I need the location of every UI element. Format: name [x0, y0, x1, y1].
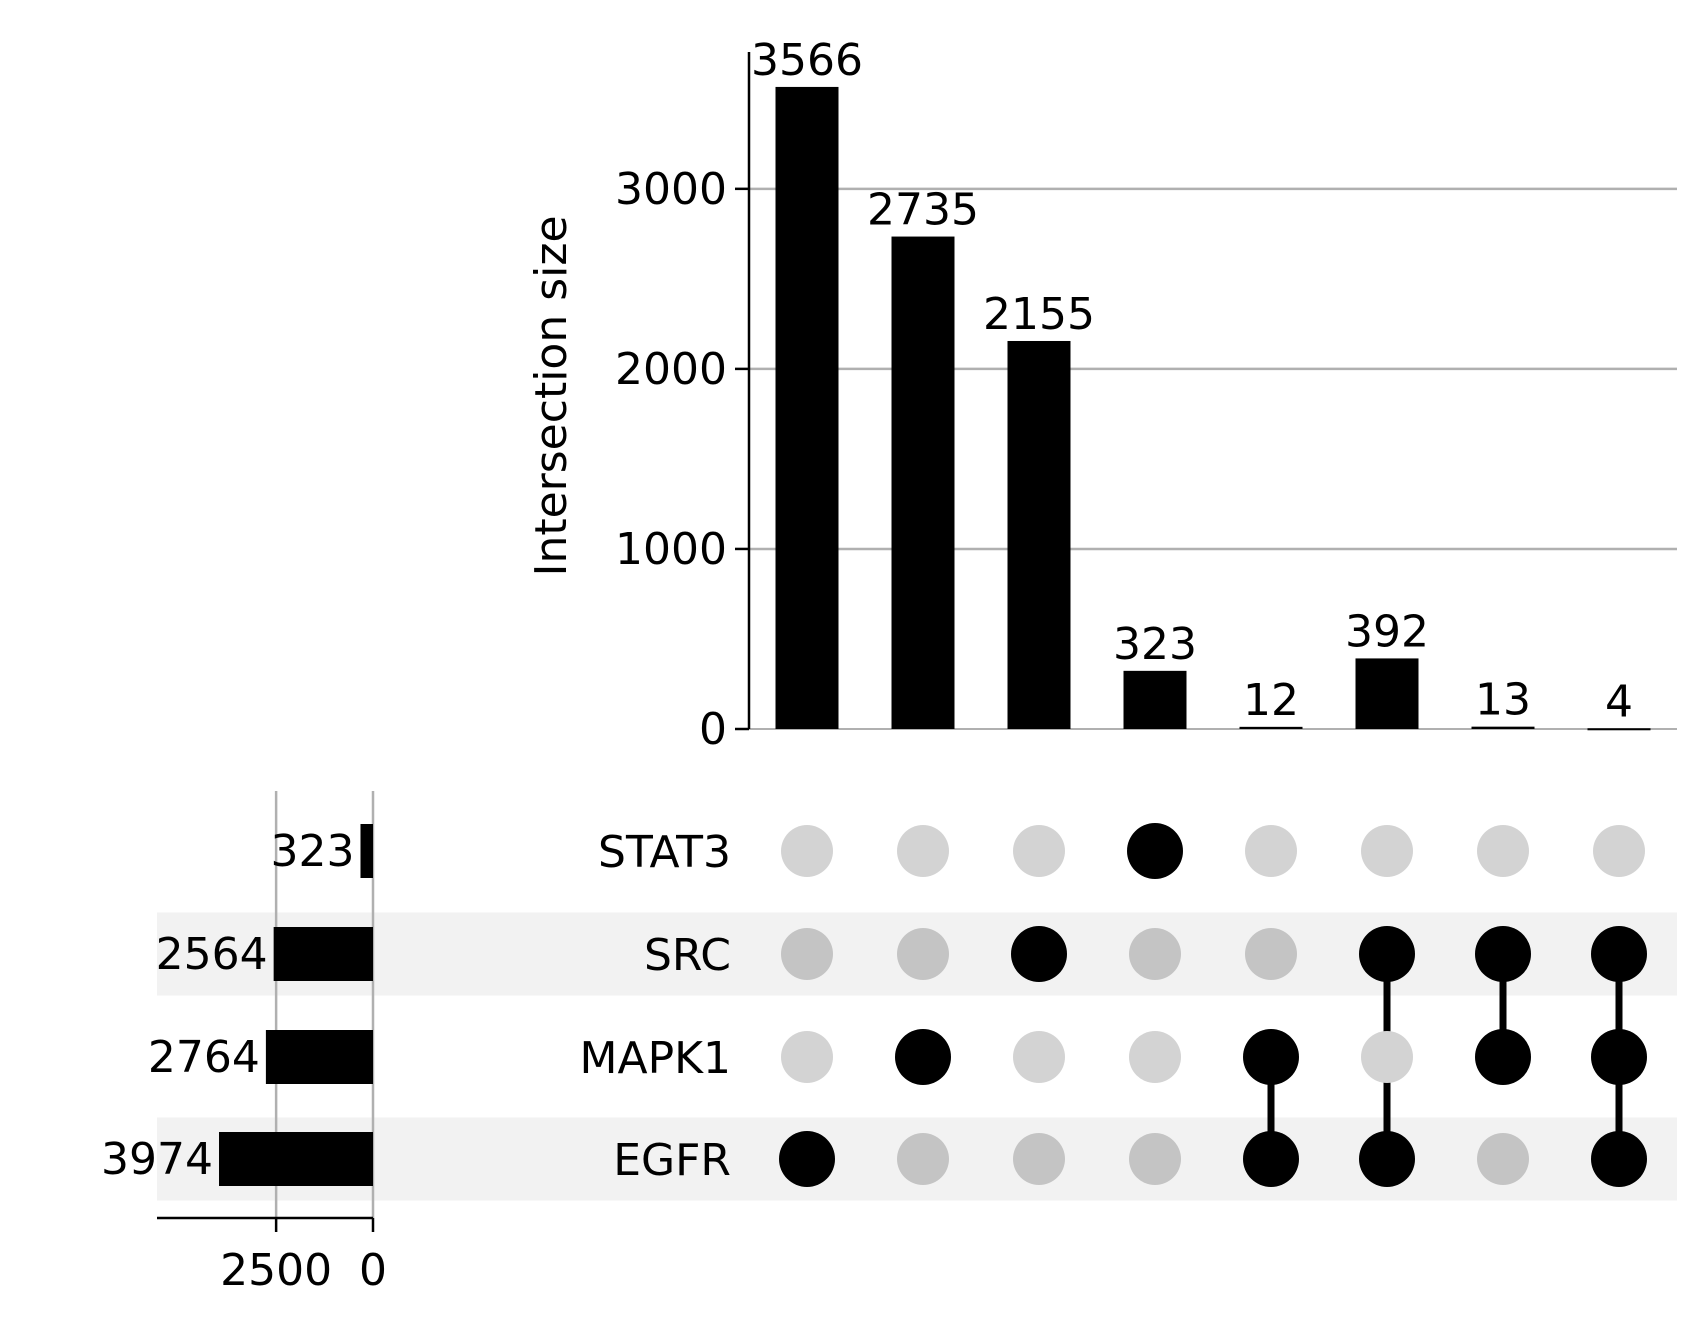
matrix-dot-active [1243, 1131, 1299, 1187]
intersection-bar [775, 86, 839, 730]
set-label-stat3: STAT3 [598, 827, 731, 878]
intersection-bar-label: 4 [1605, 676, 1633, 727]
set-size-label: 2564 [156, 929, 268, 980]
matrix-dot-inactive [1477, 1133, 1529, 1185]
intersection-bar [891, 236, 955, 730]
matrix-dot-active [1591, 1131, 1647, 1187]
membership-matrix [779, 823, 1647, 1187]
matrix-dot-active [1591, 926, 1647, 982]
intersection-bars: 3566 2735 2155 323 12 392 13 4 [751, 35, 1651, 731]
matrix-dot-inactive [1013, 1133, 1065, 1185]
set-size-bar [219, 1132, 373, 1186]
matrix-dot-active [1359, 926, 1415, 982]
matrix-dot-inactive [1013, 825, 1065, 877]
intersection-bar-label: 12 [1243, 675, 1299, 726]
set-label-egfr: EGFR [613, 1135, 731, 1186]
matrix-dot-active [779, 1131, 835, 1187]
gridlines [274, 187, 1677, 1218]
y-tick-label: 1000 [615, 524, 727, 575]
matrix-dot-inactive [1361, 1031, 1413, 1083]
intersection-bar-label: 3566 [751, 35, 863, 86]
matrix-dot-inactive [1129, 1031, 1181, 1083]
matrix-dot-inactive [1245, 928, 1297, 980]
set-labels: STAT3 SRC MAPK1 EGFR [580, 827, 731, 1186]
matrix-dot-active [895, 1029, 951, 1085]
set-label-mapk1: MAPK1 [580, 1033, 731, 1084]
matrix-dot-inactive [897, 825, 949, 877]
matrix-dot-inactive [1361, 825, 1413, 877]
matrix-dot-inactive [897, 1133, 949, 1185]
intersection-bar-label: 392 [1345, 606, 1429, 657]
matrix-dot-inactive [1245, 825, 1297, 877]
y-tick-label: 3000 [615, 164, 727, 215]
intersection-bar [1471, 726, 1535, 729]
matrix-dot-active [1359, 1131, 1415, 1187]
set-size-bars: 323 2564 2764 3974 [101, 824, 373, 1186]
intersection-axis-title: Intersection size [526, 215, 577, 576]
intersection-bar-label: 2155 [983, 289, 1095, 340]
y-tick-label: 2000 [615, 344, 727, 395]
intersection-bar-label: 323 [1113, 619, 1197, 670]
matrix-dot-active [1243, 1029, 1299, 1085]
x-tick-label: 0 [359, 1245, 387, 1296]
matrix-dot-inactive [1593, 825, 1645, 877]
set-size-bar [360, 824, 373, 878]
x-tick-label: 2500 [220, 1245, 332, 1296]
set-size-label: 3974 [101, 1134, 213, 1185]
matrix-dot-inactive [1129, 1133, 1181, 1185]
intersection-bar [1239, 726, 1303, 729]
matrix-dot-inactive [781, 1031, 833, 1083]
matrix-dot-active [1475, 926, 1531, 982]
matrix-dot-active [1011, 926, 1067, 982]
intersection-bar [1355, 658, 1419, 729]
y-tick-label: 0 [699, 704, 727, 755]
matrix-dot-inactive [897, 928, 949, 980]
matrix-dot-active [1591, 1029, 1647, 1085]
matrix-dot-inactive [1013, 1031, 1065, 1083]
intersection-bar [1007, 340, 1071, 729]
matrix-dot-inactive [781, 825, 833, 877]
intersection-bar [1587, 728, 1651, 731]
intersection-bar-label: 2735 [867, 185, 979, 236]
matrix-dot-inactive [1477, 825, 1529, 877]
matrix-dot-inactive [1129, 928, 1181, 980]
intersection-bar [1123, 670, 1187, 729]
set-label-src: SRC [644, 930, 731, 981]
set-size-bar [273, 927, 373, 981]
set-size-label: 2764 [148, 1032, 260, 1083]
axes: 0 1000 2000 3000 0 2500 [157, 52, 751, 1296]
set-size-label: 323 [270, 826, 354, 877]
matrix-dot-active [1127, 823, 1183, 879]
matrix-dot-active [1475, 1029, 1531, 1085]
matrix-dot-inactive [781, 928, 833, 980]
intersection-bar-label: 13 [1475, 675, 1531, 726]
set-size-bar [265, 1030, 373, 1084]
